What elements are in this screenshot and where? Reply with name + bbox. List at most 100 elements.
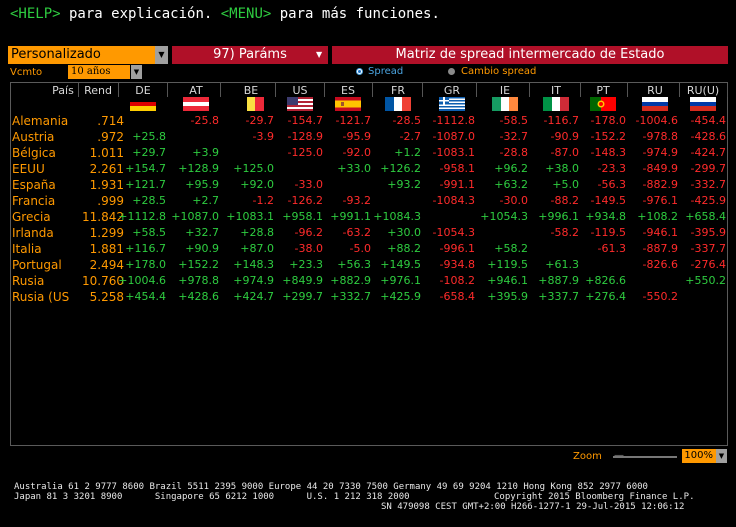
spread-cell[interactable]: -56.3 xyxy=(597,178,626,191)
spread-cell[interactable]: +23.3 xyxy=(289,258,323,271)
spread-cell[interactable]: +337.7 xyxy=(538,290,579,303)
spread-cell[interactable]: +56.3 xyxy=(337,258,371,271)
spread-cell[interactable]: +108.2 xyxy=(637,210,678,223)
spread-cell[interactable]: +991.1 xyxy=(330,210,371,223)
spread-cell[interactable]: -92.0 xyxy=(342,146,371,159)
header-es[interactable]: ES xyxy=(341,84,355,97)
spread-cell[interactable]: -32.7 xyxy=(499,130,528,143)
params-button[interactable]: 97) Paráms xyxy=(172,46,328,64)
row-country[interactable]: Rusia xyxy=(12,274,45,288)
spread-cell[interactable]: +550.2 xyxy=(685,274,726,287)
header-it[interactable]: IT xyxy=(551,84,561,97)
spread-cell[interactable]: +849.9 xyxy=(282,274,323,287)
spread-cell[interactable]: -1004.6 xyxy=(635,114,678,127)
spread-cell[interactable]: -976.1 xyxy=(642,194,678,207)
spread-radio-label[interactable]: Spread xyxy=(368,66,404,77)
spread-cell[interactable]: -58.2 xyxy=(550,226,579,239)
spread-cell[interactable]: -5.0 xyxy=(349,242,371,255)
spread-cell[interactable]: +958.1 xyxy=(282,210,323,223)
spread-cell[interactable]: +976.1 xyxy=(380,274,421,287)
spread-cell[interactable]: +395.9 xyxy=(487,290,528,303)
spread-cell[interactable]: -1112.8 xyxy=(432,114,475,127)
spread-cell[interactable]: +61.3 xyxy=(545,258,579,271)
spread-cell[interactable]: +88.2 xyxy=(387,242,421,255)
spread-cell[interactable]: -996.1 xyxy=(439,242,475,255)
spread-cell[interactable]: -658.4 xyxy=(439,290,475,303)
spread-cell[interactable]: -395.9 xyxy=(690,226,726,239)
header-ruu[interactable]: RU(U) xyxy=(686,84,720,97)
row-country[interactable]: Rusia (US xyxy=(12,290,70,304)
spread-cell[interactable]: +152.2 xyxy=(178,258,219,271)
spread-cell[interactable]: +29.7 xyxy=(132,146,166,159)
spread-cell[interactable]: -2.7 xyxy=(399,130,421,143)
spread-cell[interactable]: -1084.3 xyxy=(432,194,475,207)
spread-cell[interactable]: +93.2 xyxy=(387,178,421,191)
spread-cell[interactable]: -28.5 xyxy=(392,114,421,127)
spread-cell[interactable]: +63.2 xyxy=(494,178,528,191)
table-row[interactable]: Rusia (US 5.258 +454.4 +428.6 +424.7 +299.7 +3… xyxy=(10,290,728,306)
spread-cell[interactable]: +1087.0 xyxy=(171,210,219,223)
spread-cell[interactable]: -991.1 xyxy=(439,178,475,191)
change-spread-radio-label[interactable]: Cambio spread xyxy=(461,66,537,77)
spread-cell[interactable]: -29.7 xyxy=(245,114,274,127)
spread-cell[interactable]: +454.4 xyxy=(125,290,166,303)
spread-cell[interactable]: +28.5 xyxy=(132,194,166,207)
change-spread-radio[interactable] xyxy=(448,68,455,75)
spread-cell[interactable]: +90.9 xyxy=(185,242,219,255)
spread-cell[interactable]: +30.0 xyxy=(387,226,421,239)
spread-cell[interactable]: +425.9 xyxy=(380,290,421,303)
table-row[interactable]: Italia 1.881 +116.7 +90.9 +87.0 -38.0 -5.0 +88.… xyxy=(10,242,728,258)
spread-cell[interactable]: -1087.0 xyxy=(432,130,475,143)
chevron-down-icon[interactable]: ▼ xyxy=(716,449,727,463)
spread-cell[interactable]: -425.9 xyxy=(690,194,726,207)
zoom-out-icon[interactable]: — xyxy=(614,450,624,461)
help-key[interactable]: <HELP> xyxy=(10,6,61,22)
table-row[interactable]: Portugal 2.494 +178.0 +152.2 +148.3 +23.3 +56.… xyxy=(10,258,728,274)
spread-cell[interactable]: -88.2 xyxy=(550,194,579,207)
spread-cell[interactable]: -90.9 xyxy=(550,130,579,143)
spread-cell[interactable]: -63.2 xyxy=(342,226,371,239)
spread-cell[interactable]: +1084.3 xyxy=(373,210,421,223)
table-row[interactable]: Irlanda 1.299 +58.5 +32.7 +28.8 -96.2 -63.2 +30… xyxy=(10,226,728,242)
header-at[interactable]: AT xyxy=(189,84,203,97)
spread-cell[interactable]: +882.9 xyxy=(330,274,371,287)
table-row[interactable]: Grecia 11.842 +1112.8 +1087.0 +1083.1 +958.1 +… xyxy=(10,210,728,226)
spread-cell[interactable]: +1054.3 xyxy=(480,210,528,223)
header-ie[interactable]: IE xyxy=(499,84,511,97)
spread-cell[interactable]: +87.0 xyxy=(240,242,274,255)
spread-cell[interactable]: +154.7 xyxy=(125,162,166,175)
spread-cell[interactable]: +826.6 xyxy=(585,274,626,287)
spread-cell[interactable]: -23.3 xyxy=(597,162,626,175)
spread-cell[interactable]: -126.2 xyxy=(287,194,323,207)
spread-cell[interactable]: -887.9 xyxy=(642,242,678,255)
row-country[interactable]: Francia xyxy=(12,194,56,208)
spread-cell[interactable]: -119.5 xyxy=(590,226,626,239)
spread-cell[interactable]: +119.5 xyxy=(487,258,528,271)
spread-cell[interactable]: -550.2 xyxy=(642,290,678,303)
spread-cell[interactable]: +178.0 xyxy=(125,258,166,271)
spread-cell[interactable]: -25.8 xyxy=(190,114,219,127)
spread-cell[interactable]: -332.7 xyxy=(690,178,726,191)
chevron-down-icon[interactable]: ▼ xyxy=(131,65,142,79)
spread-cell[interactable]: -454.4 xyxy=(690,114,726,127)
spread-cell[interactable]: +1083.1 xyxy=(226,210,274,223)
spread-cell[interactable]: +92.0 xyxy=(240,178,274,191)
spread-cell[interactable]: -958.1 xyxy=(439,162,475,175)
spread-cell[interactable]: -28.8 xyxy=(499,146,528,159)
spread-cell[interactable]: +428.6 xyxy=(178,290,219,303)
spread-cell[interactable]: +121.7 xyxy=(125,178,166,191)
spread-cell[interactable]: -428.6 xyxy=(690,130,726,143)
spread-cell[interactable]: -96.2 xyxy=(294,226,323,239)
spread-cell[interactable]: -61.3 xyxy=(597,242,626,255)
spread-cell[interactable]: -121.7 xyxy=(335,114,371,127)
table-row[interactable]: Rusia 10.760 +1004.6 +978.8 +974.9 +849.9 +882… xyxy=(10,274,728,290)
table-row[interactable]: Austria .972 +25.8 -3.9 -128.9 -95.9 -2.7 -1087… xyxy=(10,130,728,146)
spread-cell[interactable]: +116.7 xyxy=(125,242,166,255)
row-country[interactable]: Alemania xyxy=(12,114,69,128)
spread-cell[interactable]: -108.2 xyxy=(439,274,475,287)
spread-cell[interactable]: +946.1 xyxy=(487,274,528,287)
spread-cell[interactable]: +149.5 xyxy=(380,258,421,271)
table-row[interactable]: EEUU 2.261 +154.7 +128.9 +125.0 +33.0 +126.2 -9… xyxy=(10,162,728,178)
table-row[interactable]: Bélgica 1.011 +29.7 +3.9 -125.0 -92.0 +1.2 -108… xyxy=(10,146,728,162)
menu-key[interactable]: <MENU> xyxy=(220,6,272,22)
